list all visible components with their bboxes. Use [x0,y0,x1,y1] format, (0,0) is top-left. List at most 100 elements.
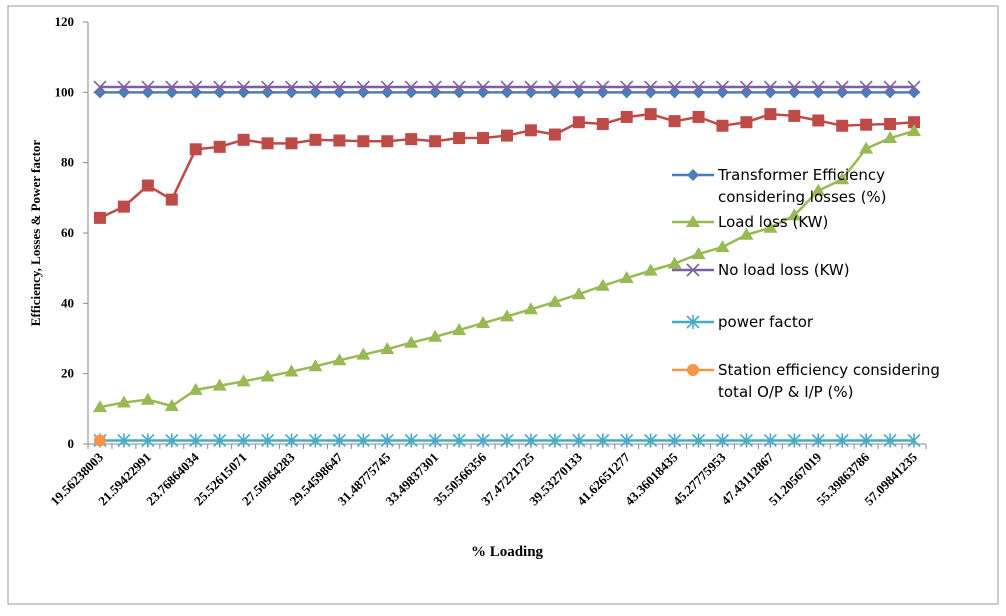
data-point [524,80,538,94]
data-point [691,247,706,260]
data-point [453,132,466,145]
data-point [308,359,323,372]
data-point [165,193,178,206]
data-point [141,433,155,448]
data-point [284,433,299,448]
data-point [452,433,466,448]
data-point [908,116,921,129]
data-point [476,316,491,329]
data-point [236,374,251,387]
legend-label: No load loss (KW) [718,261,850,279]
x-axis-label: % Loading [471,544,544,560]
y-tick-label: 120 [55,14,75,29]
data-point [260,369,275,382]
data-point [165,433,179,448]
data-point [523,302,538,315]
data-point [93,80,107,94]
data-point [380,433,394,448]
data-point [189,143,202,156]
data-point [620,80,634,94]
legend-marker [686,315,700,329]
data-point [548,128,561,141]
data-point [715,240,730,253]
data-point [811,80,825,94]
data-point [261,137,274,150]
data-point [859,433,873,448]
y-tick-label: 80 [61,155,74,170]
data-point [572,80,586,94]
data-point [836,119,849,132]
data-point [284,80,299,94]
data-point [308,80,323,94]
data-point [668,80,682,94]
data-point [596,80,610,94]
data-point [333,134,346,147]
data-point [501,129,513,142]
legend-label: Station efficiency considering total O/P … [718,361,940,401]
data-point [691,433,706,448]
data-point [404,80,418,94]
data-point [165,80,179,94]
data-point [141,179,154,192]
legend-marker [686,263,700,277]
data-point [739,227,754,240]
data-point [572,433,586,448]
data-point [835,433,849,448]
data-point [500,433,514,448]
legend-label: Transformer Efficiency considering losses… [717,166,887,206]
data-point [907,433,921,448]
data-point [237,433,251,448]
y-tick-label: 20 [61,366,74,381]
data-point [380,80,394,94]
data-point [356,80,370,94]
data-point [764,108,777,121]
data-point [692,110,705,123]
data-point [548,80,562,94]
data-point [644,80,658,94]
data-point [429,135,442,148]
data-point [740,116,753,129]
data-point [644,433,658,448]
data-point [763,80,777,94]
data-point [237,133,250,146]
data-point [405,133,418,146]
data-point [787,80,801,94]
data-point [667,256,682,269]
data-point [404,335,419,348]
data-point [140,392,155,405]
data-point [595,278,610,291]
data-point [476,433,490,448]
data-point [332,433,346,448]
data-point [476,80,490,94]
y-tick-label: 40 [61,295,74,310]
data-point [907,80,921,94]
y-tick-label: 0 [68,436,75,451]
legend-marker [687,169,699,181]
data-point [835,172,850,185]
data-point [381,135,394,148]
data-point [668,433,682,448]
legend-label: power factor [718,313,814,331]
data-point [739,80,753,94]
data-point [571,287,586,300]
data-point [596,433,610,448]
data-point [620,110,633,123]
data-point [572,116,585,129]
data-point [812,114,825,127]
data-point [428,433,442,448]
data-point [356,347,371,360]
data-point [859,141,874,154]
data-point [189,433,203,448]
data-point [716,119,729,132]
data-point [788,109,801,122]
legend-marker [686,215,700,227]
data-point [117,80,131,94]
data-point [308,433,323,448]
data-point [500,309,514,322]
chart-frame [7,5,999,605]
data-point [357,135,370,148]
data-point [428,80,442,94]
data-point [213,140,226,153]
data-point [739,433,753,448]
